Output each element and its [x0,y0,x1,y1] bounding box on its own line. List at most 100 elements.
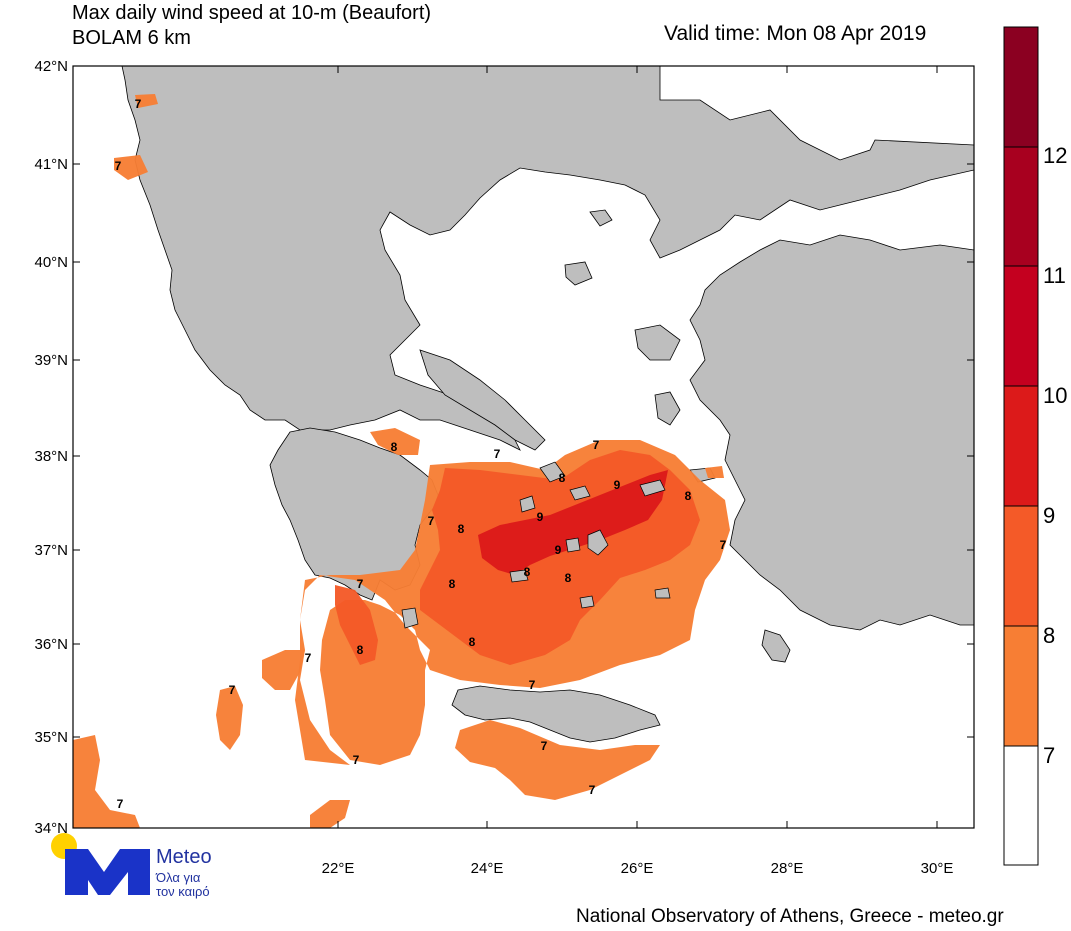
land-island-santorini [579,595,595,609]
contour-label: 7 [529,678,536,692]
wind-band-7-ionian2 [262,650,305,690]
colorbar-swatch-7-8 [1004,626,1038,746]
colorbar-swatch-10-11 [1004,266,1038,386]
wind-band-7-rhodes [705,466,724,478]
colorbar-swatch-11-12 [1004,147,1038,266]
lat-label-38: 38°N [34,448,68,465]
contour-label: 7 [589,783,596,797]
lon-labels: 22°E 24°E 26°E 28°E 30°E [322,860,954,877]
contour-label: 8 [685,489,692,503]
contour-label: 8 [458,522,465,536]
contour-label: 7 [353,753,360,767]
land-island-kos [654,587,671,599]
land-island-paros [565,537,581,553]
wind-band-7-albania1 [135,94,158,108]
contour-label: 9 [537,510,544,524]
contour-label: 8 [449,577,456,591]
wind-band-7-ionian [216,686,243,750]
contour-label: 9 [614,478,621,492]
contour-labels: 7 7 8 7 7 9 8 8 9 7 8 9 7 8 8 8 7 8 8 7 … [115,97,727,811]
wind-band-7-south [310,800,350,828]
contour-label: 7 [541,739,548,753]
contour-label: 7 [115,159,122,173]
lat-ticks [73,65,974,738]
land-rhodes [761,629,791,663]
land-lesvos [634,324,681,361]
contour-label: 7 [357,577,364,591]
land-island-naxos [587,529,609,556]
wind-band-9 [478,470,668,575]
lon-label-24: 24°E [471,860,504,877]
colorbar-label-12: 12 [1043,143,1067,168]
meteo-m-icon [65,849,150,895]
contour-label: 7 [305,651,312,665]
land-chios [654,391,681,426]
plot-frame [72,65,975,829]
contour-label: 7 [593,438,600,452]
lon-label-26: 26°E [621,860,654,877]
lat-label-34: 34°N [34,820,68,837]
contour-label: 8 [469,635,476,649]
land-evia [419,349,546,451]
colorbar-swatch-below-7 [1004,746,1038,865]
land-crete [451,685,661,743]
colorbar-swatch-8-9 [1004,506,1038,626]
colorbar-label-7: 7 [1043,743,1055,768]
lon-label-28: 28°E [771,860,804,877]
wind-band-8-west [335,585,378,665]
land-island-ikaria [639,479,666,497]
contour-label: 9 [555,543,562,557]
land-island-mykonos [519,495,536,513]
lat-label-35: 35°N [34,729,68,746]
wind-band-7-albania2 [114,155,148,180]
meteo-logo [51,833,150,895]
contour-label: 7 [117,797,124,811]
model-name: BOLAM 6 km [72,27,191,49]
land-thasos [589,209,613,227]
lat-labels: 42°N 41°N 40°N 39°N 38°N 37°N 36°N 35°N … [34,58,68,837]
colorbar-label-9: 9 [1043,503,1055,528]
lon-label-30: 30°E [921,860,954,877]
land-balkans [121,66,974,451]
contour-label: 8 [524,565,531,579]
lon-label-22: 22°E [322,860,355,877]
lat-label-39: 39°N [34,352,68,369]
land-limnos [564,261,593,286]
contour-label: 7 [494,447,501,461]
lat-label-40: 40°N [34,254,68,271]
land-anatolia [689,234,974,631]
contour-label: 7 [229,683,236,697]
logo-tagline-2: τον καιρό [156,884,210,899]
valid-time: Valid time: Mon 08 Apr 2019 [664,22,927,45]
colorbar: 12 11 10 9 8 7 [1003,26,1067,866]
logo-tagline-1: Όλα για [156,870,201,885]
lat-label-36: 36°N [34,636,68,653]
lat-label-42: 42°N [34,58,68,75]
lon-ticks [337,66,938,828]
lat-label-37: 37°N [34,542,68,559]
colorbar-label-10: 10 [1043,383,1067,408]
wind-band-7-west [73,735,140,828]
footer-credit: National Observatory of Athens, Greece -… [576,906,1004,927]
map-title: Max daily wind speed at 10-m (Beaufort) [72,2,432,24]
land-island-milos [509,569,529,583]
contour-label: 7 [428,514,435,528]
lat-label-41: 41°N [34,156,68,173]
contour-label: 7 [720,538,727,552]
colorbar-label-11: 11 [1043,263,1066,288]
land-island-andros [539,461,566,483]
contour-label: 7 [135,97,142,111]
contour-label: 8 [559,471,566,485]
contour-label: 8 [391,440,398,454]
colorbar-swatch-12-plus [1004,27,1038,147]
wind-band-7-crete [455,720,660,800]
colorbar-swatch-9-10 [1004,386,1038,506]
contour-label: 8 [357,643,364,657]
wind-band-7-corinth [370,428,420,455]
colorbar-label-8: 8 [1043,623,1055,648]
logo-brand: Meteo [156,846,212,868]
land-island-tinos [569,485,591,501]
contour-label: 8 [565,571,572,585]
land-island-kythira [401,607,419,629]
